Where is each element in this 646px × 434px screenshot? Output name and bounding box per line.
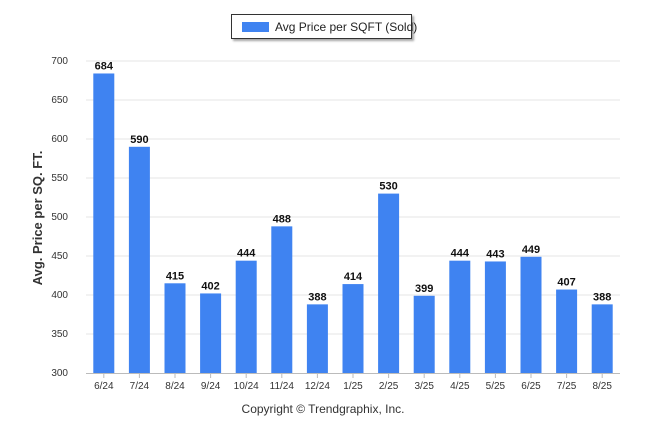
legend-label: Avg Price per SQFT (Sold) <box>275 20 418 34</box>
bar <box>591 304 613 373</box>
x-tick-label: 9/24 <box>201 381 221 392</box>
x-tick-label: 5/25 <box>486 381 506 392</box>
bar <box>449 260 471 373</box>
y-tick-label: 600 <box>51 134 68 145</box>
x-tick-label: 2/25 <box>379 381 399 392</box>
data-label: 590 <box>130 134 148 146</box>
copyright-text: Copyright © Trendgraphix, Inc. <box>241 402 405 416</box>
data-label: 399 <box>415 283 433 295</box>
bar <box>128 146 150 373</box>
x-tick-label: 7/24 <box>130 381 150 392</box>
bar <box>520 256 542 373</box>
data-label: 488 <box>273 213 291 225</box>
x-tick-label: 7/25 <box>557 381 577 392</box>
bar <box>413 295 435 373</box>
y-axis-label: Avg. Price per SQ. FT. <box>30 151 45 286</box>
data-label: 449 <box>522 244 540 256</box>
data-label: 415 <box>166 270 184 282</box>
data-label: 414 <box>344 271 363 283</box>
x-tick-label: 3/25 <box>414 381 434 392</box>
data-label: 407 <box>557 277 575 289</box>
y-tick-label: 300 <box>51 368 68 379</box>
x-tick-label: 6/24 <box>94 381 114 392</box>
x-tick-label: 1/25 <box>343 381 363 392</box>
bar <box>164 283 186 373</box>
bars <box>93 73 613 373</box>
bar <box>93 73 115 373</box>
data-label: 530 <box>379 181 397 193</box>
x-tick-label: 10/24 <box>234 381 259 392</box>
x-tick-label: 8/25 <box>592 381 612 392</box>
bar <box>235 260 257 373</box>
legend[interactable]: Avg Price per SQFT (Sold) <box>231 14 417 39</box>
x-tick-label: 8/24 <box>165 381 185 392</box>
x-axis-ticks: 6/24 7/24 8/24 9/24 10/24 11/24 12/24 1/25 2/25 3… <box>94 373 612 392</box>
y-tick-label: 450 <box>51 251 68 262</box>
y-tick-label: 550 <box>51 173 68 184</box>
y-tick-label: 400 <box>51 290 68 301</box>
data-label: 444 <box>451 248 470 260</box>
data-label: 402 <box>201 280 219 292</box>
bar <box>342 284 364 373</box>
data-label: 388 <box>308 291 326 303</box>
x-tick-label: 12/24 <box>305 381 330 392</box>
y-axis-ticks: 300 350 400 450 500 550 600 650 700 <box>51 56 68 379</box>
bar <box>378 193 400 373</box>
data-label: 388 <box>593 291 611 303</box>
bar <box>271 226 293 373</box>
x-tick-label: 11/24 <box>270 381 295 392</box>
x-tick-label: 6/25 <box>521 381 541 392</box>
legend-swatch <box>242 22 269 32</box>
y-tick-label: 500 <box>51 212 68 223</box>
data-labels: 684 590 415 402 444 488 388 414 530 399 444 443 449 4… <box>95 60 612 303</box>
bar <box>306 304 328 373</box>
y-tick-label: 700 <box>51 56 68 67</box>
x-tick-label: 4/25 <box>450 381 470 392</box>
data-label: 443 <box>486 248 504 260</box>
bar <box>484 261 506 373</box>
bar <box>200 293 222 373</box>
y-tick-label: 350 <box>51 329 68 340</box>
data-label: 684 <box>95 60 114 72</box>
bar <box>556 289 578 373</box>
data-label: 444 <box>237 248 256 260</box>
y-tick-label: 650 <box>51 95 68 106</box>
